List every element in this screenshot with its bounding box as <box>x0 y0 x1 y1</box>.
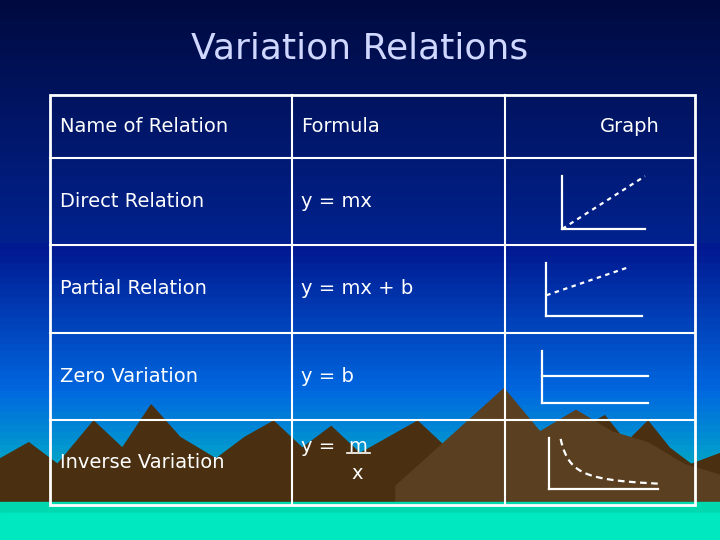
Bar <box>0 14 720 20</box>
Bar <box>0 148 720 156</box>
Bar <box>0 122 720 128</box>
Text: Zero Variation: Zero Variation <box>60 367 198 386</box>
Bar <box>0 364 720 372</box>
Bar <box>0 324 720 330</box>
Bar <box>0 243 720 249</box>
Bar <box>0 54 720 60</box>
Bar <box>0 141 720 149</box>
Bar <box>0 270 720 276</box>
Bar <box>50 94 695 505</box>
Text: Name of Relation: Name of Relation <box>60 117 228 136</box>
Bar <box>0 330 720 338</box>
Text: m: m <box>348 437 367 456</box>
Bar <box>0 195 720 202</box>
Bar <box>0 526 720 534</box>
Bar <box>0 500 720 507</box>
Bar <box>0 453 720 459</box>
Bar <box>0 392 720 399</box>
Bar <box>0 237 720 243</box>
Bar <box>0 115 720 122</box>
Bar <box>0 492 720 500</box>
Bar <box>0 486 720 492</box>
Bar <box>0 432 720 438</box>
Bar <box>0 399 720 405</box>
Bar <box>0 438 720 445</box>
Polygon shape <box>396 389 720 540</box>
Text: Inverse Variation: Inverse Variation <box>60 453 224 472</box>
Bar <box>0 47 720 54</box>
Text: y = b: y = b <box>302 367 354 386</box>
Bar <box>0 459 720 465</box>
Bar <box>0 162 720 168</box>
Text: Partial Relation: Partial Relation <box>60 279 207 299</box>
Text: y = mx: y = mx <box>302 192 372 211</box>
Bar <box>0 263 720 270</box>
Bar <box>0 230 720 237</box>
Bar <box>0 202 720 209</box>
Bar <box>0 351 720 357</box>
Text: x: x <box>352 464 364 483</box>
Bar <box>0 513 720 519</box>
Bar <box>0 155 720 162</box>
Bar <box>0 249 720 256</box>
Bar <box>0 189 720 195</box>
Bar <box>0 310 720 317</box>
Text: Graph: Graph <box>600 117 660 136</box>
Bar <box>0 480 720 486</box>
Bar <box>0 426 720 432</box>
Bar <box>0 27 720 33</box>
Bar <box>0 276 720 284</box>
Bar <box>0 81 720 87</box>
Bar <box>0 465 720 472</box>
Bar <box>0 284 720 291</box>
Bar <box>0 68 720 74</box>
Bar <box>0 507 720 513</box>
Text: Direct Relation: Direct Relation <box>60 192 204 211</box>
Bar <box>0 216 720 222</box>
Bar <box>0 168 720 176</box>
Bar <box>0 20 720 27</box>
Bar <box>0 303 720 310</box>
Bar <box>0 40 720 47</box>
Bar <box>0 338 720 345</box>
Polygon shape <box>0 502 720 540</box>
Bar <box>0 357 720 364</box>
Bar <box>0 411 720 418</box>
Polygon shape <box>0 405 720 540</box>
Bar <box>0 378 720 384</box>
Bar <box>0 534 720 540</box>
Bar <box>0 256 720 263</box>
Bar <box>0 60 720 68</box>
Bar <box>0 74 720 81</box>
Bar <box>0 102 720 108</box>
Bar <box>0 222 720 230</box>
Bar <box>0 135 720 141</box>
Bar <box>0 297 720 303</box>
Bar <box>0 94 720 102</box>
Bar <box>0 519 720 526</box>
Bar <box>0 384 720 391</box>
Bar <box>0 418 720 426</box>
Bar <box>0 128 720 135</box>
Bar <box>0 318 720 324</box>
Bar <box>0 87 720 94</box>
Bar <box>0 183 720 189</box>
Text: Formula: Formula <box>302 117 380 136</box>
Bar <box>0 446 720 453</box>
Polygon shape <box>0 513 720 540</box>
Bar <box>0 6 720 14</box>
Text: y =: y = <box>302 437 336 456</box>
Bar <box>0 345 720 351</box>
Bar <box>0 405 720 411</box>
Bar <box>0 372 720 378</box>
Bar <box>0 209 720 216</box>
Bar <box>0 472 720 480</box>
Bar <box>0 291 720 297</box>
Bar <box>0 108 720 115</box>
Bar <box>0 176 720 183</box>
Text: y = mx + b: y = mx + b <box>302 279 414 299</box>
Bar <box>0 0 720 6</box>
Bar <box>0 33 720 40</box>
Text: Variation Relations: Variation Relations <box>192 32 528 65</box>
